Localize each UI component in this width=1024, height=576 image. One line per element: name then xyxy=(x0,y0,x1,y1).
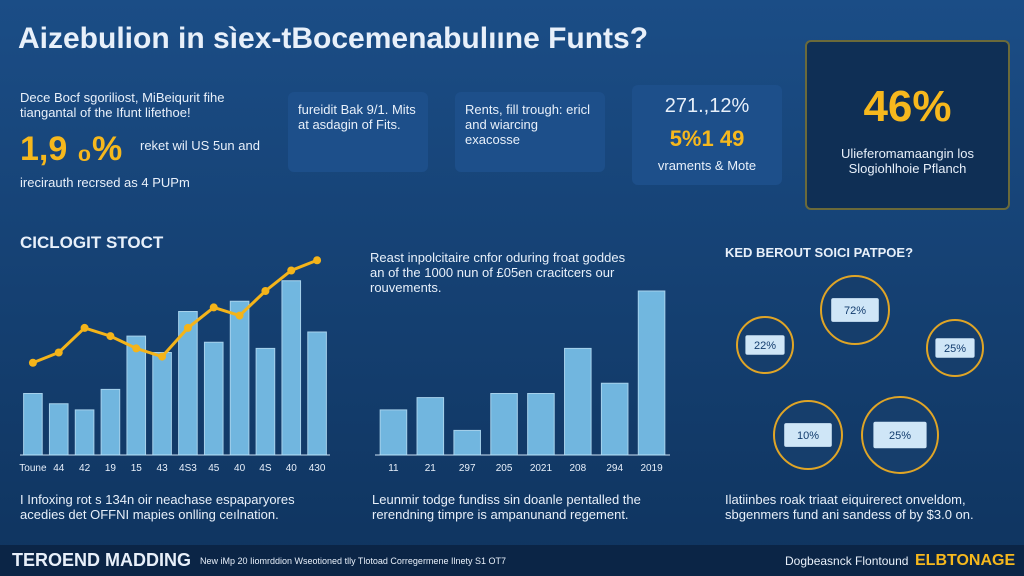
badge-label: 72% xyxy=(844,305,866,317)
trend-line xyxy=(32,258,318,365)
bar xyxy=(281,280,302,456)
bar xyxy=(564,347,592,456)
bar xyxy=(100,388,121,456)
x-tick-label: 40 xyxy=(286,463,298,474)
bar xyxy=(203,341,224,456)
trend-point xyxy=(28,358,37,367)
x-tick-label: 40 xyxy=(234,463,246,474)
badge-label: 25% xyxy=(889,430,911,442)
badge-card xyxy=(745,335,785,355)
section-heading: KED BEROUT SOICI PATPOE? xyxy=(725,245,914,260)
title: Aizebulion in sìex-tBocemenabulııne Funt… xyxy=(18,22,649,55)
badge-card xyxy=(873,421,927,449)
x-tick-label: 294 xyxy=(606,463,623,474)
x-tick-label: 11 xyxy=(388,463,399,474)
section-heading: CICLOGIT STOCT xyxy=(20,233,164,252)
bar xyxy=(379,409,408,456)
box-big: 271.,12% xyxy=(664,95,750,117)
trend-point xyxy=(158,352,167,361)
info-box: fureidit Bak 9/1. Mits at asdagin of Fit… xyxy=(288,92,428,172)
bar xyxy=(152,352,172,456)
x-tick-label: 430 xyxy=(309,463,326,474)
section-heading: Reast inpolcitaire cnfor oduring froat g… xyxy=(370,250,626,295)
x-tick-label: 2021 xyxy=(530,463,553,474)
badge-card xyxy=(784,423,832,447)
bar xyxy=(126,335,147,456)
badge-label: 10% xyxy=(797,430,819,442)
bar xyxy=(74,409,95,456)
section-footer: I Infoxing rot s 134n oir neachase espap… xyxy=(20,492,295,522)
badge-card xyxy=(935,338,975,358)
x-tick-label: 21 xyxy=(425,463,437,474)
trend-point xyxy=(235,311,244,320)
trend-point xyxy=(80,323,89,332)
intro-line: irecirauth recrsed as 4 PUPm xyxy=(20,175,190,190)
badge-card xyxy=(831,298,879,322)
box-text: vraments & Mote xyxy=(657,158,757,173)
bar xyxy=(416,397,445,456)
badge-label: 25% xyxy=(944,343,966,355)
trend-point xyxy=(287,266,296,275)
footer-right: Dogbeasnck Flontound xyxy=(785,554,909,568)
x-tick-label: 42 xyxy=(79,463,91,474)
x-tick-label: 2019 xyxy=(640,463,663,474)
bar xyxy=(23,393,43,456)
trend-point xyxy=(313,256,322,265)
trend-point xyxy=(106,332,115,341)
footer-bar xyxy=(0,545,1024,576)
x-tick-label: 208 xyxy=(569,463,586,474)
highlight: 46% Ulieferomamaangin los Slogiohlhoie P… xyxy=(805,40,1010,210)
box-mid: 5%1 49 xyxy=(669,126,745,151)
trend-point xyxy=(209,303,218,312)
intro-line: reket wil US 5un and xyxy=(140,138,260,153)
bar xyxy=(48,403,69,456)
x-tick-label: 15 xyxy=(131,463,143,474)
highlight-text: Ulieferomamaangin los Slogiohlhoie Pflan… xyxy=(841,146,974,176)
trend-point xyxy=(261,287,270,295)
bar xyxy=(637,290,666,456)
x-tick-label: 45 xyxy=(208,463,220,474)
bar xyxy=(490,393,518,456)
bar xyxy=(178,311,198,456)
x-tick-label: 4S3 xyxy=(179,463,197,474)
bar xyxy=(453,429,481,456)
bar xyxy=(229,300,250,456)
badge-label: 22% xyxy=(754,340,776,352)
x-tick-label: 44 xyxy=(53,463,65,474)
highlight-big: 46% xyxy=(863,82,952,131)
section-footer: Ilatiinbes roak triaat eiquirerect onvel… xyxy=(725,492,974,522)
x-tick-label: 4S xyxy=(259,463,272,474)
trend-point xyxy=(183,323,192,332)
trend-point xyxy=(54,348,63,357)
x-tick-label: Toune xyxy=(19,463,47,474)
section-footer: Leunmir todge fundiss sin doanle pentall… xyxy=(372,492,641,522)
x-tick-label: 43 xyxy=(157,463,169,474)
footer-brand: TEROEND MADDING xyxy=(12,550,191,570)
bar xyxy=(527,393,555,456)
intro-big: 1,9 ₀% xyxy=(20,130,123,168)
footer-note: New iMp 20 Iiomrddion Wseotioned tlly Tl… xyxy=(200,556,506,566)
info-box: 271.,12% 5%1 49 vraments & Mote xyxy=(632,85,782,185)
bar xyxy=(600,382,629,456)
x-tick-label: 19 xyxy=(105,463,117,474)
bar xyxy=(255,347,276,456)
bar xyxy=(307,331,327,456)
intro-text: Dece Bocf sgoriliost, MiBeiqurit fihe ti… xyxy=(20,90,225,120)
footer-logo: ELBTONAGE xyxy=(915,552,1016,569)
x-tick-label: 297 xyxy=(459,463,476,474)
trend-point xyxy=(132,344,141,353)
info-box: Rents, fill trough: ericl and wiarcing e… xyxy=(455,92,605,172)
x-tick-label: 205 xyxy=(496,463,513,474)
